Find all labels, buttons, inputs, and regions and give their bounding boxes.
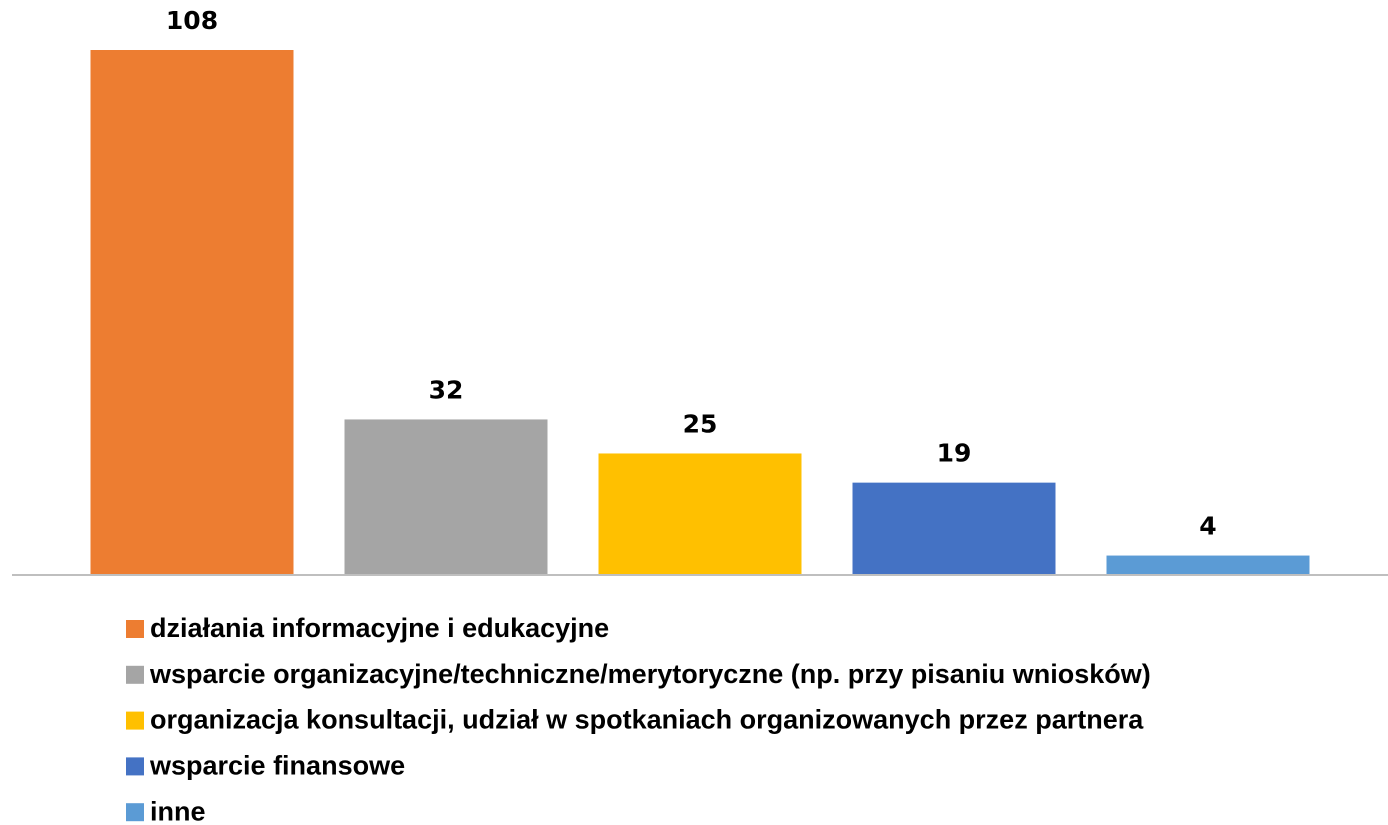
legend-swatch <box>126 620 144 638</box>
data-label: 108 <box>166 6 218 35</box>
legend-label: inne <box>150 796 206 825</box>
bar <box>1106 555 1310 575</box>
legend-label: wsparcie organizacyjne/techniczne/meryto… <box>149 659 1151 689</box>
legend-swatch <box>126 757 144 776</box>
bar <box>344 419 548 575</box>
legend-swatch <box>126 803 144 822</box>
legend-label: działania informacyjne i edukacyjne <box>150 613 609 643</box>
legend-swatch <box>126 665 144 684</box>
legend-label: wsparcie finansowe <box>149 751 405 781</box>
bar <box>852 482 1056 575</box>
data-label: 32 <box>429 375 464 404</box>
legend-label: organizacja konsultacji, udział w spotka… <box>150 705 1144 735</box>
legend-swatch <box>126 711 144 730</box>
data-label: 25 <box>683 409 718 438</box>
bar <box>598 453 802 575</box>
bar <box>90 50 294 575</box>
data-label: 4 <box>1199 512 1216 541</box>
data-label: 19 <box>937 439 972 468</box>
